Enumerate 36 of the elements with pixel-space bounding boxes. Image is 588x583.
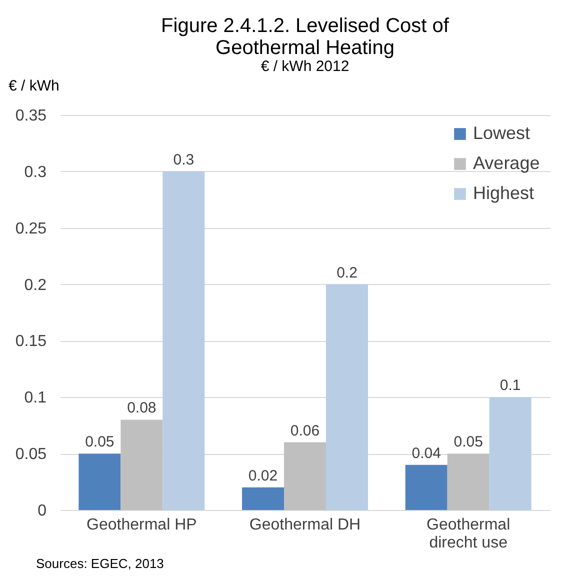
y-tick-label: 0.05: [15, 446, 47, 464]
x-tick-label: Geothermal DH: [249, 516, 361, 534]
y-axis-title: € / kWh: [8, 78, 60, 94]
x-tick-label: Geothermal HP: [86, 516, 197, 534]
y-tick-label: 0.1: [24, 390, 47, 407]
legend-label: Average: [473, 153, 540, 173]
chart-title: Figure 2.4.1.2. Levelised Cost of Geothermal Heating: [161, 15, 450, 59]
data-label: 0.04: [412, 444, 441, 462]
data-label: 0.05: [454, 434, 483, 451]
y-tick-label: 0.3: [24, 164, 47, 181]
bar: [405, 464, 448, 510]
bar: [242, 487, 284, 510]
y-tick-label: 0.15: [15, 333, 47, 350]
y-tick-label: 0: [38, 502, 47, 520]
y-tick-label: 0.35: [15, 108, 47, 124]
chart-subtitle: € / kWh 2012: [260, 58, 350, 75]
bar: [284, 442, 326, 510]
data-label: 0.05: [85, 434, 114, 451]
y-tick-label: 0.2: [24, 276, 47, 294]
bar: [326, 284, 368, 510]
data-label: 0.2: [336, 264, 358, 282]
data-label: 0.1: [500, 377, 521, 394]
data-label: 0.08: [127, 400, 156, 417]
bar: [489, 397, 532, 510]
bar: [162, 171, 205, 510]
y-tick-label: 0.25: [15, 220, 47, 238]
data-label: 0.3: [173, 151, 194, 168]
bar: [447, 454, 490, 510]
data-label: 0.02: [248, 467, 278, 484]
bar: [78, 454, 121, 510]
bar: [120, 420, 163, 510]
legend-label: Highest: [473, 183, 534, 203]
source-note: Sources: EGEC, 2013: [36, 556, 164, 571]
data-label: 0.06: [290, 422, 320, 440]
x-tick-label: Geothermal direcht use: [426, 516, 510, 552]
legend-label: Lowest: [473, 123, 530, 143]
